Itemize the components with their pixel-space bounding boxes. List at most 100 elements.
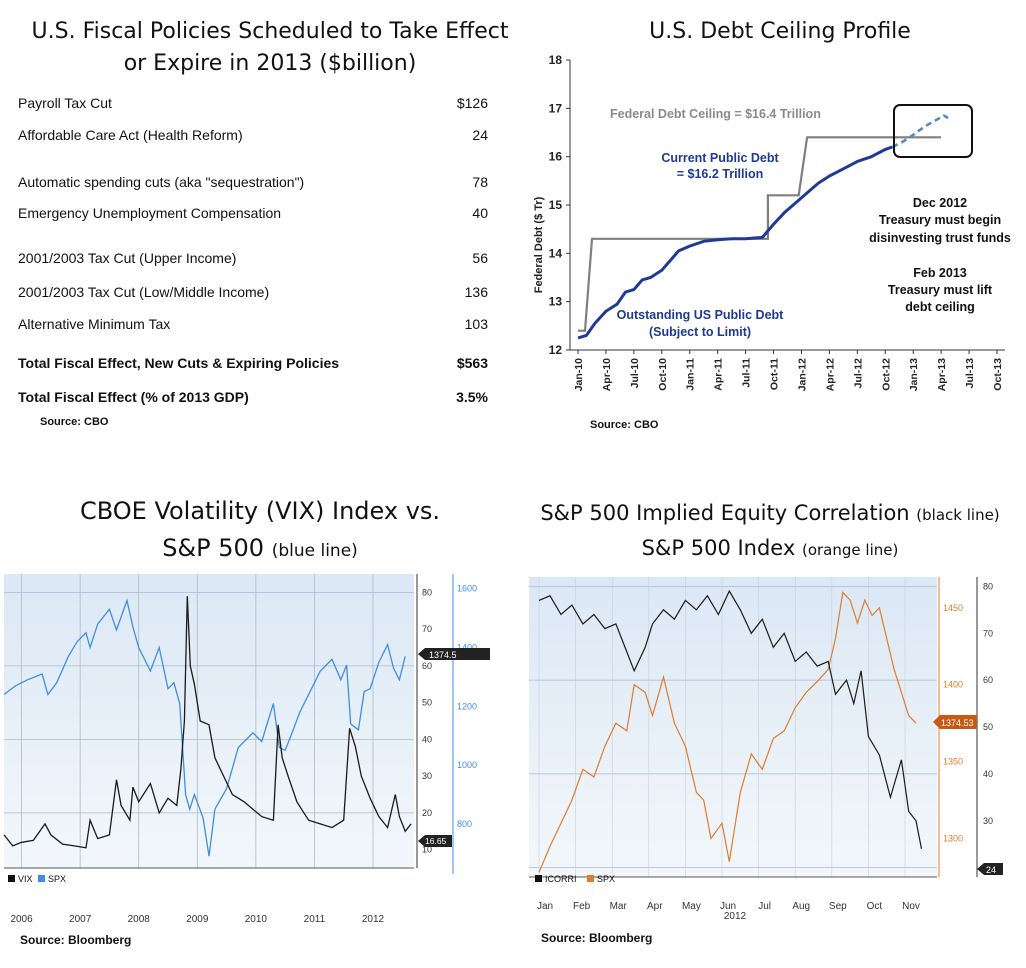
y-tick-label: 30 (983, 816, 993, 826)
x-tick-label: Jul-11 (741, 358, 753, 388)
row-value: 40 (472, 205, 488, 221)
last-value-tag-vix: 16.65 (418, 835, 452, 847)
row-value: $563 (456, 355, 488, 371)
series-line-icorri (538, 589, 923, 850)
annotation-feb: Treasury must lift (888, 283, 993, 297)
x-tick-label: Jul-12 (852, 358, 864, 389)
y-tick-label: 1000 (457, 760, 477, 770)
y-tick-label: 1400 (457, 643, 477, 653)
svg-text:1374.53: 1374.53 (941, 718, 974, 728)
vix-chart: 2006 2007 2008 2009 2010 2011 2012 10 20 30 40 50 60… (3, 574, 490, 947)
x-tick-label: 2006 (10, 914, 33, 925)
row-value: $126 (456, 95, 488, 111)
y-tick-label: 18 (549, 53, 563, 67)
row-value: 136 (464, 284, 488, 300)
annotation-current: Current Public Debt (661, 151, 779, 165)
series-line-vix (3, 596, 412, 849)
source-note: Source: Bloomberg (541, 931, 652, 945)
corr-title-main: S&P 500 Implied Equity Correlation (540, 501, 910, 525)
row-label: Emergency Unemployment Compensation (18, 205, 282, 221)
row-value: 78 (472, 174, 488, 190)
row-value: 24 (472, 127, 488, 143)
annotation-dec: disinvesting trust funds (869, 231, 1011, 245)
row-label: Affordable Care Act (Health Reform) (18, 127, 243, 143)
corr-title-line1: S&P 500 Implied Equity Correlation (blac… (525, 497, 1015, 532)
debt-chart: Federal Debt ($ Tr) 12 13 14 15 16 17 18 Jan-10… (533, 53, 1011, 431)
fiscal-title: U.S. Fiscal Policies Scheduled to Take E… (10, 16, 530, 80)
y-tick-label: 40 (422, 734, 432, 744)
plot-background (529, 577, 937, 877)
x-tick-label: 2012 (362, 914, 385, 925)
row-value: 56 (472, 250, 488, 266)
row-label: Payroll Tax Cut (18, 95, 112, 111)
row-label: Automatic spending cuts (aka "sequestrat… (18, 174, 305, 190)
series-line (577, 145, 893, 340)
x-tick-label: Jan-13 (908, 358, 920, 391)
svg-text:VIX: VIX (18, 874, 33, 884)
annotation-feb: debt ceiling (905, 300, 974, 314)
svg-text:16.65: 16.65 (425, 836, 447, 846)
x-tick-label: Nov (902, 901, 920, 912)
x-tick-label: 2011 (304, 914, 326, 925)
y-tick-label: 12 (549, 343, 563, 357)
x-year-label: 2012 (724, 911, 747, 922)
y-tick-label: 1300 (943, 834, 963, 844)
vix-title: CBOE Volatility (VIX) Index vs. S&P 500 … (20, 493, 500, 570)
vix-title-suffix: (blue line) (271, 541, 358, 561)
x-tick-label: Apr-11 (713, 358, 725, 391)
row-label: 2001/2003 Tax Cut (Upper Income) (18, 250, 237, 266)
fiscal-title-line1: U.S. Fiscal Policies Scheduled to Take E… (31, 19, 509, 44)
source-note: Source: Bloomberg (20, 933, 131, 947)
x-tick-label: May (682, 901, 701, 912)
source-note: Source: CBO (590, 419, 659, 431)
x-tick-label: Jul-10 (629, 358, 641, 389)
x-tick-label: Oct (867, 901, 883, 912)
x-tick-label: Sep (829, 901, 847, 912)
y-tick-label: 17 (549, 101, 563, 115)
y-tick-label: 14 (549, 246, 563, 260)
annotation-current: = $16.2 Trillion (677, 167, 764, 181)
annotation-ceiling: Federal Debt Ceiling = $16.4 Trillion (610, 107, 821, 121)
row-value: 103 (464, 316, 488, 332)
y-tick-label: 13 (549, 295, 563, 309)
legend: ICORRI SPX (535, 874, 615, 884)
x-tick-label: Jan (537, 901, 553, 912)
series-line-spx (3, 598, 406, 857)
y-tick-label: 30 (422, 771, 432, 781)
annotation-feb: Feb 2013 (913, 266, 967, 280)
y-tick-label: 800 (457, 819, 472, 829)
y-tick-label: 16 (549, 150, 563, 164)
y-tick-label: 1400 (943, 680, 963, 690)
row-label: Total Fiscal Effect, New Cuts & Expiring… (18, 355, 340, 371)
fiscal-title-line2: or Expire in 2013 ($billion) (123, 51, 417, 76)
x-tick-label: 2009 (186, 914, 209, 925)
x-tick-label: Mar (610, 901, 628, 912)
x-tick-label: Jun (720, 901, 736, 912)
y-tick-label: 80 (422, 587, 432, 597)
legend: VIX SPX (8, 874, 66, 884)
annotation-outstanding: (Subject to Limit) (649, 325, 751, 339)
x-tick-label: Jan-11 (685, 358, 697, 391)
y-tick-label: 1350 (943, 757, 963, 767)
y-tick-label: 20 (422, 808, 432, 818)
x-tick-label: Apr-10 (601, 358, 613, 391)
x-tick-label: 2010 (245, 914, 268, 925)
svg-text:SPX: SPX (597, 874, 615, 884)
x-tick-label: 2008 (128, 914, 151, 925)
y-axis-label: Federal Debt ($ Tr) (533, 196, 545, 293)
x-tick-label: Feb (573, 901, 591, 912)
y-tick-label: 15 (549, 198, 563, 212)
corr-title-suffix: (black line) (916, 506, 1000, 524)
x-tick-label: Jul-13 (964, 358, 976, 389)
y-tick-label: 80 (983, 581, 993, 591)
y-tick-label: 1200 (457, 701, 477, 711)
y-tick-label: 10 (422, 845, 432, 855)
row-value: 3.5% (456, 389, 488, 405)
last-value-tag-spx: 1374.53 (933, 715, 977, 729)
svg-text:ICORRI: ICORRI (545, 874, 577, 884)
y-tick-label: 40 (983, 769, 993, 779)
series-line-spx (538, 591, 917, 873)
x-tick-label: 2007 (69, 914, 92, 925)
svg-text:24: 24 (986, 865, 996, 875)
corr-chart: 203040506070801300135014001450JanFebMarA… (529, 577, 1003, 945)
